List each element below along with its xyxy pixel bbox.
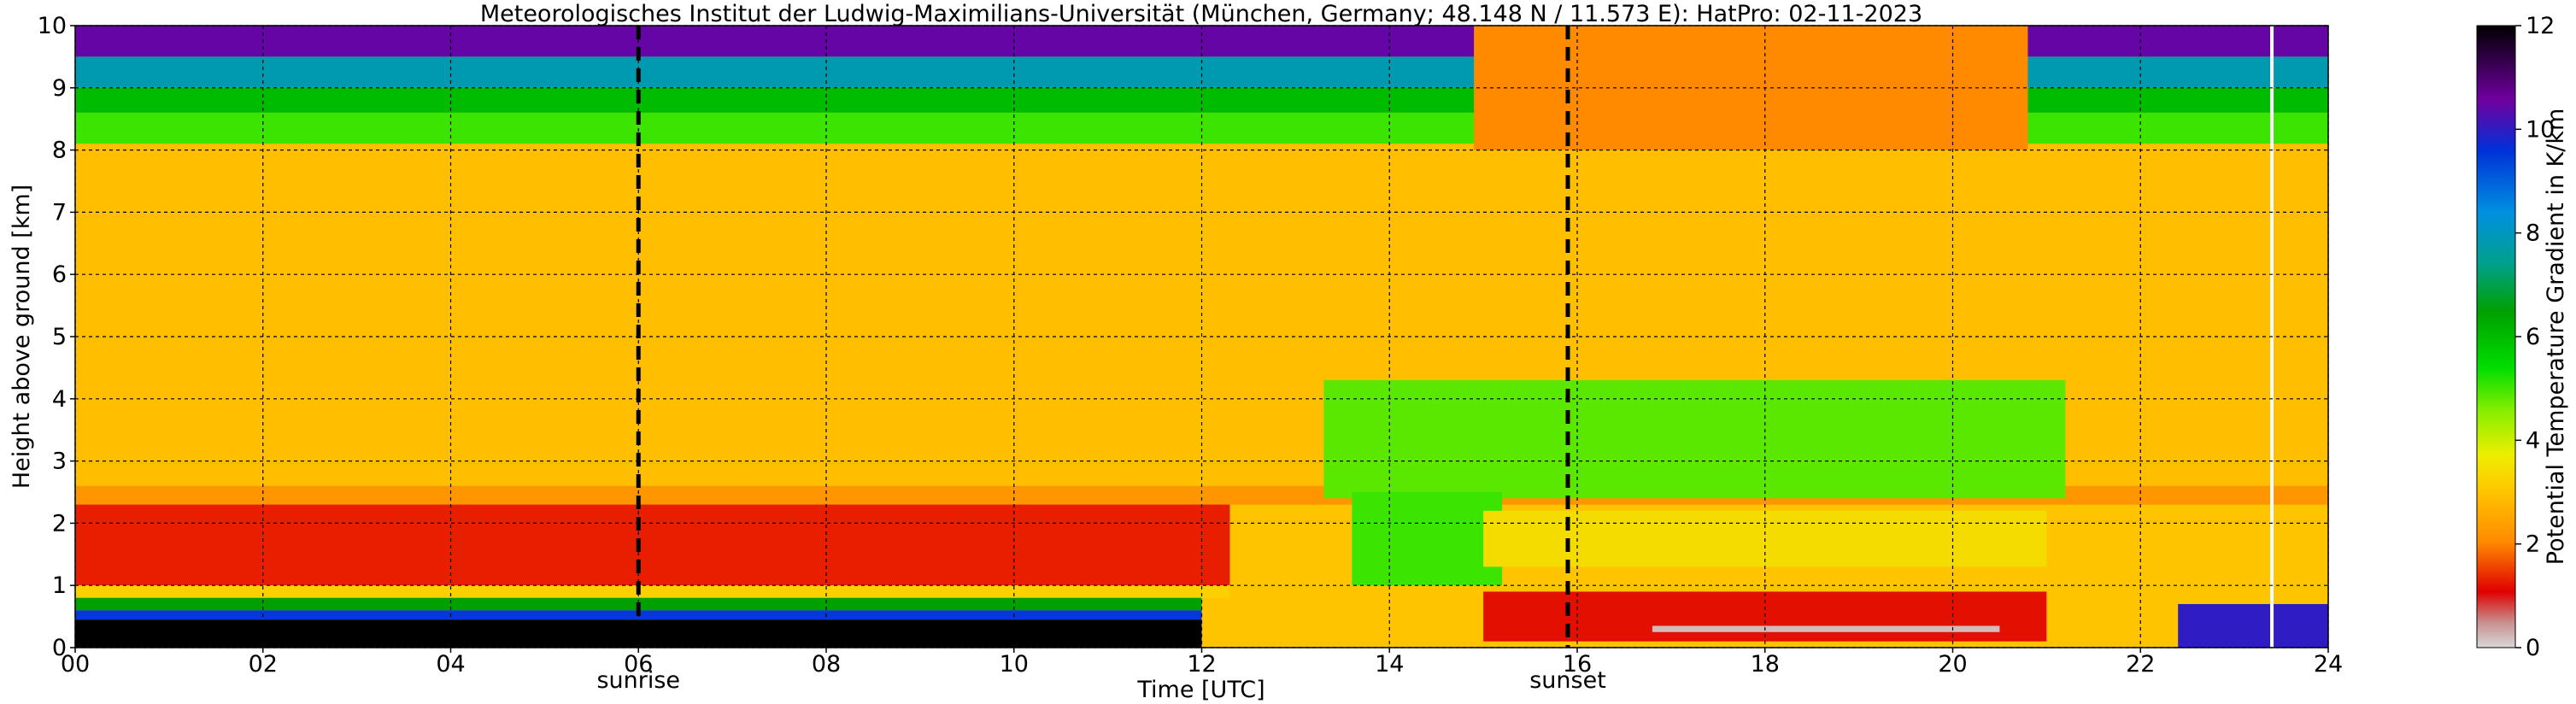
chart-title: Meteorologisches Institut der Ludwig-Max… [480,1,1922,27]
heatmap-cell [1352,492,1503,586]
colorbar-tick-label: 12 [2526,13,2555,39]
y-tick-label: 4 [52,386,67,413]
x-axis-label: Time [UTC] [1136,677,1265,703]
event-label-sunset: sunset [1529,667,1606,694]
colorbar-tick-label: 8 [2526,220,2540,247]
x-tick-label: 16 [1563,651,1592,678]
colorbar: 0 2 4 6 8 10 12 Potential Temperature Gradient… [2476,13,2569,661]
y-tick-label: 3 [52,449,67,475]
heatmap-cell [1652,625,2000,632]
x-tick-label: 22 [2126,651,2155,678]
x-tick-label: 18 [1751,651,1780,678]
y-tick-label: 9 [52,75,67,102]
y-axis-label: Height above ground [km] [9,185,35,489]
y-tick-label: 2 [52,510,67,537]
x-tick-label: 12 [1187,651,1216,678]
y-tick-label: 10 [38,13,67,39]
y-tick-label: 5 [52,324,67,350]
colorbar-tick-label: 6 [2526,324,2540,350]
heatmap-cell [2178,604,2328,648]
x-tick-label: 24 [2314,651,2343,678]
x-tick-label: 14 [1375,651,1404,678]
x-axis-ticks: 00 02 04 06 08 10 12 14 16 18 20 22 24 [61,648,2343,678]
x-tick-label: 10 [1000,651,1029,678]
colorbar-tick-label: 4 [2526,427,2540,454]
colorbar-label: Potential Temperature Gradient in K/km [2543,109,2569,566]
heatmap-cell [1323,379,2066,499]
x-tick-label: 06 [624,651,653,678]
y-tick-label: 7 [52,199,67,226]
x-tick-label: 04 [436,651,465,678]
x-tick-label: 00 [61,651,90,678]
event-lines: sunrise sunset [596,26,1606,694]
colorbar-tick-label: 0 [2526,635,2540,661]
y-tick-label: 6 [52,261,67,288]
y-axis-ticks: 0 1 2 3 4 5 6 7 8 9 10 [38,13,75,661]
y-tick-label: 0 [52,635,67,661]
colorbar-tick-label: 10 [2526,116,2555,143]
y-tick-label: 1 [52,572,67,599]
event-label-sunrise: sunrise [596,667,680,694]
y-tick-label: 8 [52,138,67,164]
colorbar-tick-label: 2 [2526,531,2540,558]
colorbar-gradient [2476,25,2516,648]
colorbar-ticks: 0 2 4 6 8 10 12 [2515,13,2555,661]
x-tick-label: 02 [249,651,278,678]
x-tick-label: 20 [1938,651,1967,678]
x-tick-label: 08 [812,651,841,678]
